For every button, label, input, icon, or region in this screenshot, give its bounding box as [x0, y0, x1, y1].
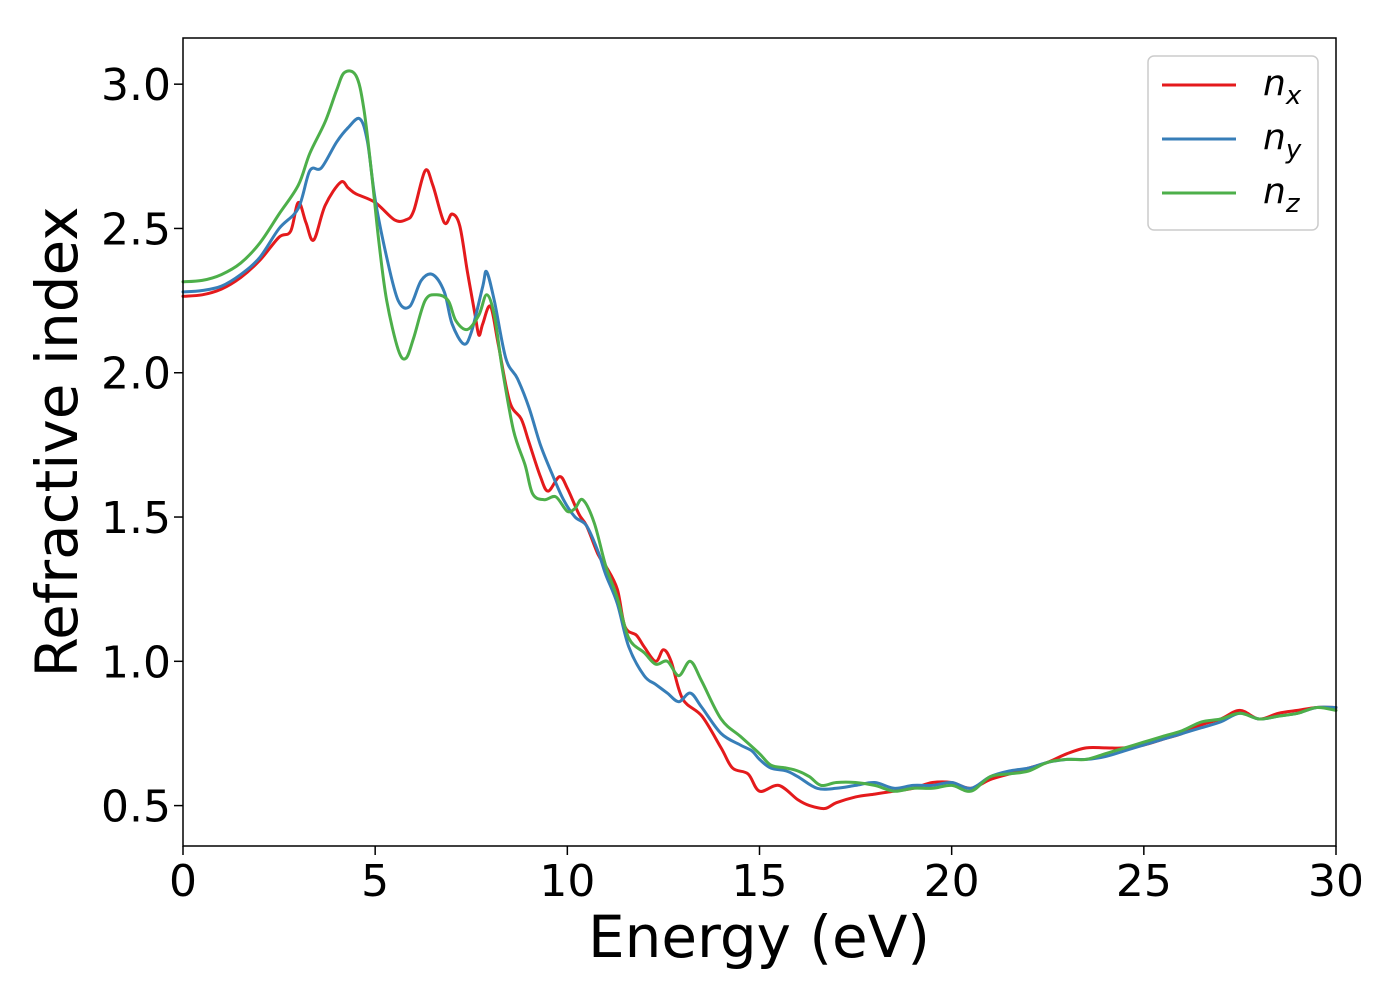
x-tick-label: 30 — [1308, 856, 1364, 907]
series-line-nx — [181, 168, 1338, 811]
legend-label-ny: ny — [1263, 117, 1302, 165]
legend-entries: nx ny nz — [1162, 63, 1302, 219]
x-tick-label: 25 — [1116, 856, 1172, 907]
x-axis-label: Energy (eV) — [588, 903, 930, 971]
y-tick-label: 1.0 — [101, 637, 171, 688]
x-axis-ticks: 0 5 10 15 20 25 30 — [169, 846, 1364, 907]
y-tick-label: 2.0 — [101, 349, 171, 400]
x-tick-label: 15 — [732, 856, 788, 907]
legend: nx ny nz — [1147, 55, 1319, 231]
y-tick-label: 0.5 — [101, 782, 171, 833]
x-tick-label: 20 — [924, 856, 980, 907]
y-tick-label: 3.0 — [101, 60, 171, 111]
legend-label-nx: nx — [1263, 63, 1302, 111]
legend-label-nz: nz — [1263, 171, 1301, 219]
y-axis-label: Refractive index — [23, 206, 91, 677]
plot-lines — [181, 69, 1338, 811]
y-tick-label: 1.5 — [101, 493, 171, 544]
x-tick-label: 0 — [169, 856, 197, 907]
x-tick-label: 5 — [361, 856, 389, 907]
legend-box — [1147, 55, 1319, 231]
x-tick-label: 10 — [539, 856, 595, 907]
y-axis-ticks: 0.5 1.0 1.5 2.0 2.5 3.0 — [101, 60, 183, 833]
y-tick-label: 2.5 — [101, 204, 171, 255]
series-line-nz — [181, 69, 1338, 793]
